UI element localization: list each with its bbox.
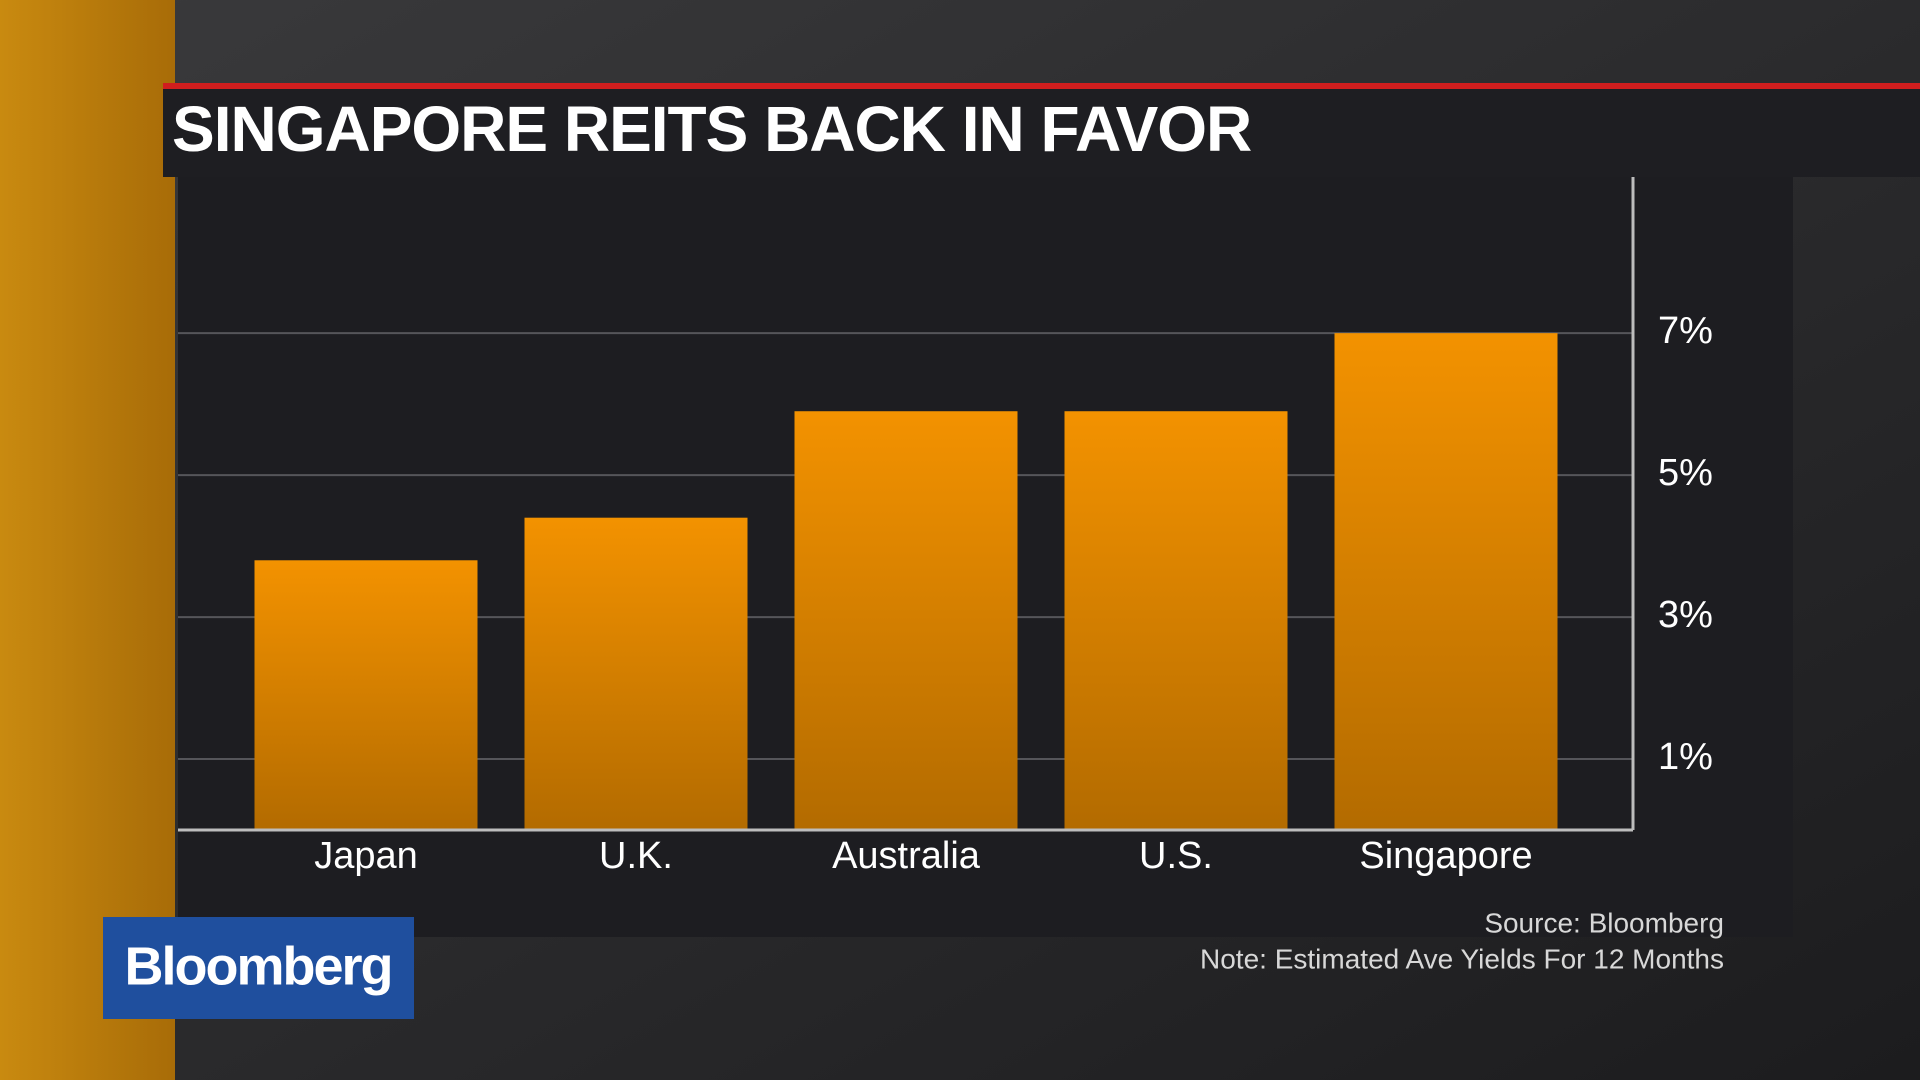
title-bar bbox=[163, 89, 1920, 177]
x-tick-label: U.K. bbox=[599, 835, 673, 877]
x-tick-label: Japan bbox=[314, 835, 418, 877]
bar bbox=[1334, 333, 1558, 830]
y-tick-label: 3% bbox=[1658, 594, 1713, 636]
x-tick-label: U.S. bbox=[1139, 835, 1213, 877]
source: Source: Bloomberg bbox=[1484, 907, 1724, 938]
y-tick-label: 1% bbox=[1658, 736, 1713, 778]
x-tick-label: Australia bbox=[832, 835, 981, 877]
note: Note: Estimated Ave Yields For 12 Months bbox=[1200, 943, 1724, 974]
y-tick-label: 5% bbox=[1658, 452, 1713, 494]
chart-title: SINGAPORE REITS BACK IN FAVOR bbox=[172, 93, 1251, 165]
brand-box bbox=[103, 917, 414, 1019]
x-tick-label: Singapore bbox=[1359, 835, 1532, 877]
bar bbox=[254, 560, 478, 830]
y-tick-label: 7% bbox=[1658, 310, 1713, 352]
brand-logo: Bloomberg bbox=[124, 936, 391, 996]
side-strip bbox=[0, 0, 175, 1080]
bar bbox=[794, 411, 1018, 830]
bar bbox=[1064, 411, 1288, 830]
bar bbox=[524, 517, 748, 830]
red-rule bbox=[163, 83, 1920, 89]
